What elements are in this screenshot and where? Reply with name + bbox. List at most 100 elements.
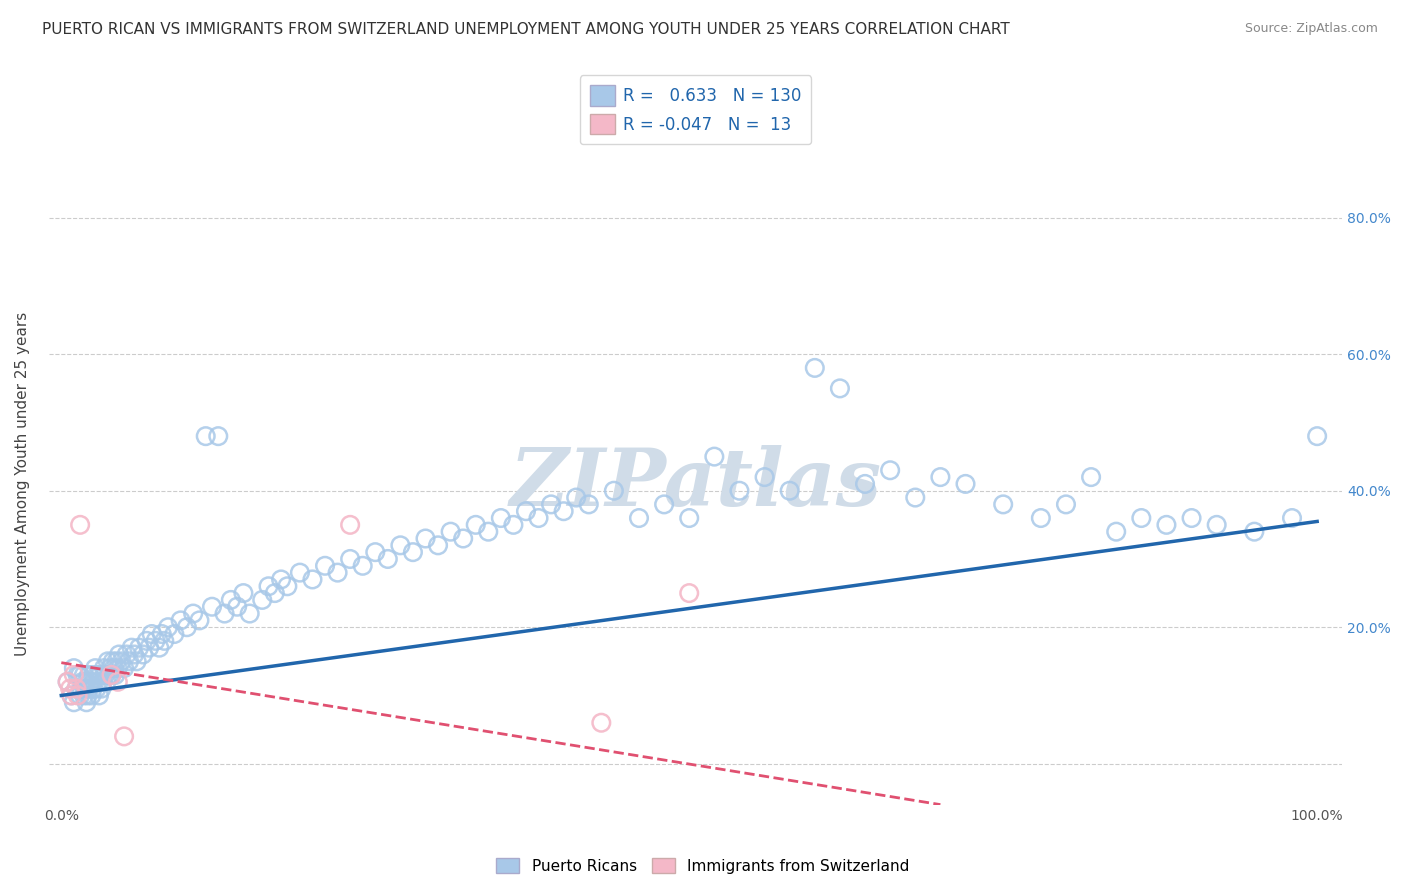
Point [121,640,143,655]
Point [1130,511,1153,525]
Point [100,668,122,682]
Point [219,593,242,607]
Point [122,648,145,662]
Point [112,661,135,675]
Point [1243,524,1265,539]
Point [69,517,91,532]
Y-axis label: Unemployment Among Youth under 25 years: Unemployment Among Youth under 25 years [15,312,30,656]
Point [257,579,280,593]
Point [65,681,87,696]
Point [96,674,118,689]
Point [451,532,474,546]
Point [578,497,600,511]
Point [90,681,112,696]
Point [364,545,387,559]
Text: ZIPatlas: ZIPatlas [509,445,882,523]
Point [853,477,876,491]
Point [232,586,254,600]
Point [98,661,121,675]
Point [89,668,111,682]
Point [70,681,93,696]
Point [125,654,148,668]
Point [402,545,425,559]
Point [352,558,374,573]
Point [104,668,127,682]
Point [110,654,132,668]
Point [72,674,94,689]
Point [678,511,700,525]
Point [207,429,229,443]
Point [76,689,98,703]
Point [728,483,751,498]
Point [148,640,170,655]
Point [100,668,122,682]
Point [477,524,499,539]
Point [93,661,115,675]
Point [80,689,103,703]
Point [1205,517,1227,532]
Point [678,586,700,600]
Point [87,689,110,703]
Point [82,668,104,682]
Point [993,497,1015,511]
Point [263,586,285,600]
Point [83,674,105,689]
Point [652,497,675,511]
Point [63,695,86,709]
Point [69,689,91,703]
Point [427,538,450,552]
Legend: Puerto Ricans, Immigrants from Switzerland: Puerto Ricans, Immigrants from Switzerla… [491,852,915,880]
Point [169,613,191,627]
Point [1180,511,1202,525]
Point [181,607,204,621]
Point [565,491,588,505]
Point [214,607,236,621]
Point [75,681,97,696]
Point [69,668,91,682]
Point [239,607,262,621]
Point [105,654,128,668]
Point [65,681,87,696]
Point [377,552,399,566]
Point [627,511,650,525]
Point [79,674,101,689]
Point [464,517,486,532]
Point [703,450,725,464]
Point [201,599,224,614]
Point [63,668,86,682]
Text: Source: ZipAtlas.com: Source: ZipAtlas.com [1244,22,1378,36]
Point [603,483,626,498]
Point [108,648,131,662]
Point [502,517,524,532]
Point [118,654,141,668]
Point [415,532,437,546]
Point [77,668,100,682]
Point [135,633,157,648]
Point [132,648,155,662]
Point [56,674,79,689]
Point [60,689,83,703]
Point [779,483,801,498]
Point [112,730,135,744]
Point [163,627,186,641]
Point [314,558,336,573]
Point [515,504,537,518]
Point [194,429,217,443]
Point [527,511,550,525]
Point [97,654,120,668]
Text: PUERTO RICAN VS IMMIGRANTS FROM SWITZERLAND UNEMPLOYMENT AMONG YOUTH UNDER 25 YE: PUERTO RICAN VS IMMIGRANTS FROM SWITZERL… [42,22,1010,37]
Point [1029,511,1052,525]
Point [60,689,83,703]
Point [75,695,97,709]
Point [73,689,96,703]
Point [128,640,150,655]
Point [66,689,89,703]
Point [188,613,211,627]
Point [1306,429,1329,443]
Point [145,633,167,648]
Point [389,538,412,552]
Point [153,633,176,648]
Point [1105,524,1128,539]
Point [66,668,89,682]
Point [107,674,129,689]
